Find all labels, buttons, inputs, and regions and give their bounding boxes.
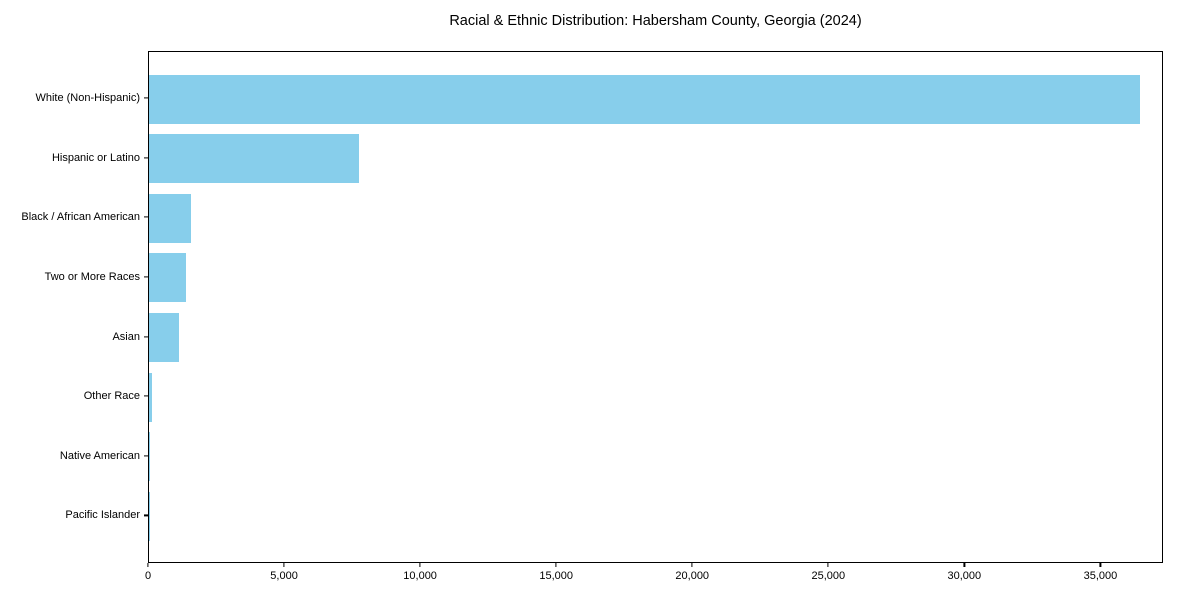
y-tick-mark — [144, 455, 148, 457]
y-tick-label: Asian — [112, 330, 140, 343]
bar-pacific-islander — [149, 491, 150, 541]
y-tick-label: Two or More Races — [44, 270, 140, 283]
chart-title: Racial & Ethnic Distribution: Habersham … — [449, 13, 862, 29]
x-tick-label: 0 — [144, 570, 152, 582]
y-tick-mark — [144, 335, 148, 338]
x-tick-label: 35,000 — [1083, 570, 1118, 582]
y-tick-label: Other Race — [83, 390, 140, 403]
x-tick-label: 10,000 — [403, 570, 437, 582]
bar-hispanic-or-latino — [149, 134, 359, 184]
plot-area — [148, 51, 1163, 563]
y-tick-label: Native American — [59, 449, 140, 462]
y-tick-label: Hispanic or Latino — [51, 151, 140, 164]
x-tick-label: 5,000 — [270, 570, 298, 582]
x-tick-label: 15,000 — [539, 570, 573, 582]
bar-other-race — [149, 372, 152, 422]
y-tick-mark — [144, 97, 148, 99]
bar-two-or-more-races — [149, 253, 186, 303]
bar-native-american — [149, 432, 151, 482]
x-tick-label: 30,000 — [947, 570, 982, 582]
y-tick-mark — [144, 514, 148, 517]
y-tick-mark — [144, 395, 148, 397]
bar-asian — [149, 313, 179, 363]
x-tick-mark — [827, 563, 829, 567]
y-tick-label: Black / African American — [21, 211, 140, 224]
y-tick-mark — [144, 216, 148, 218]
x-tick-label: 20,000 — [675, 570, 710, 582]
y-tick-label: Pacific Islander — [65, 509, 140, 522]
y-tick-mark — [144, 157, 148, 159]
x-tick-mark — [691, 563, 693, 567]
x-tick-mark — [419, 563, 421, 567]
bar-black-african-american — [149, 193, 192, 243]
x-tick-mark — [1099, 563, 1101, 567]
x-tick-mark — [147, 563, 149, 567]
y-tick-mark — [144, 276, 148, 278]
x-tick-mark — [963, 563, 965, 567]
x-tick-mark — [555, 563, 557, 567]
bar-white-non-hispanic — [149, 74, 1140, 124]
x-tick-mark — [283, 563, 285, 567]
x-tick-label: 25,000 — [811, 570, 846, 582]
y-tick-label: White (Non-Hispanic) — [35, 92, 140, 104]
